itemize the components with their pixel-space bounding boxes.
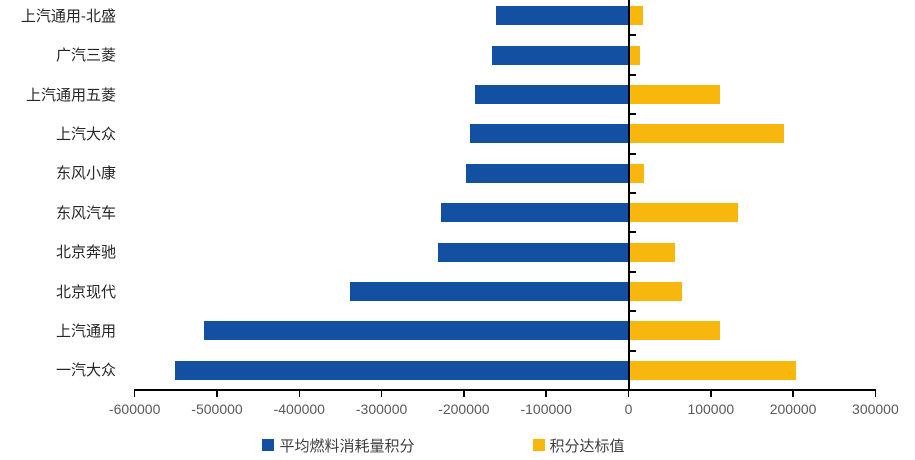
zero-axis-line — [627, 0, 630, 390]
value-axis-tick — [627, 391, 630, 397]
category-tick — [629, 113, 636, 116]
value-axis-tick — [874, 391, 877, 397]
category-tick — [629, 310, 636, 313]
legend-label: 平均燃料消耗量积分 — [279, 436, 415, 455]
category-label: 北京现代 — [55, 282, 116, 301]
category-tick — [629, 192, 636, 194]
category-tick — [629, 231, 636, 234]
value-axis-tick-label: -200000 — [438, 401, 490, 417]
value-axis-tick-label: -300000 — [355, 401, 408, 417]
category-tick — [629, 34, 636, 37]
bar-avg-fuel-credit — [350, 282, 629, 301]
value-axis-tick-label: 200000 — [769, 401, 817, 417]
value-axis-tick-label: -600000 — [108, 401, 161, 417]
legend-label: 积分达标值 — [549, 436, 625, 455]
bar-avg-fuel-credit — [437, 242, 629, 262]
value-axis-tick — [792, 391, 794, 397]
bar-avg-fuel-credit — [495, 6, 629, 26]
category-label: 东风小康 — [55, 164, 116, 183]
value-axis-tick-label: 0 — [624, 401, 633, 417]
bar-credit-target — [628, 45, 641, 65]
bar-credit-target — [628, 85, 720, 104]
category-tick — [629, 152, 636, 155]
value-axis-tick-label: 300000 — [852, 401, 899, 417]
legend-swatch-yellow — [532, 439, 545, 451]
value-axis-tick — [710, 391, 712, 397]
bar-avg-fuel-credit — [175, 360, 629, 380]
value-axis-tick — [545, 391, 547, 397]
category-tick — [629, 349, 636, 352]
bar-credit-target — [628, 124, 785, 144]
bar-avg-fuel-credit — [474, 85, 629, 104]
legend: 平均燃料消耗量积分 积分达标值 — [0, 433, 901, 457]
value-axis-tick — [463, 391, 465, 397]
legend-item-credit-target: 积分达标值 — [532, 435, 625, 456]
value-axis-tick-label: -400000 — [273, 401, 325, 417]
plot-area: 上汽通用-北盛广汽三菱上汽通用五菱上汽大众东风小康东风汽车北京奔驰北京现代上汽通… — [20, 0, 899, 417]
bar-avg-fuel-credit — [466, 163, 629, 183]
bar-credit-target — [628, 203, 738, 223]
category-label: 广汽三菱 — [55, 46, 116, 65]
value-axis-tick-label: -500000 — [191, 401, 243, 417]
bar-avg-fuel-credit — [469, 124, 629, 144]
bar-credit-target — [628, 242, 676, 262]
bar-credit-target — [628, 360, 796, 380]
bar-avg-fuel-credit — [491, 45, 629, 65]
category-label: 上汽通用 — [55, 321, 116, 340]
value-axis-tick — [133, 391, 136, 397]
value-axis-tick-label: -100000 — [520, 401, 572, 417]
category-label: 北京奔驰 — [55, 243, 116, 262]
legend-item-avg-fuel-credit: 平均燃料消耗量积分 — [262, 435, 415, 456]
bar-credit-target — [628, 163, 645, 183]
value-axis-tick — [298, 391, 301, 397]
value-axis-line — [134, 389, 877, 391]
bar-credit-target — [628, 6, 644, 26]
value-axis-tick — [380, 391, 383, 397]
category-label: 上汽大众 — [55, 124, 116, 143]
category-label: 一汽大众 — [55, 361, 116, 380]
bar-avg-fuel-credit — [440, 203, 629, 223]
value-axis-tick — [216, 391, 218, 397]
category-tick — [629, 73, 636, 76]
value-axis-tick-label: 100000 — [687, 401, 735, 417]
bar-avg-fuel-credit — [203, 321, 629, 341]
category-tick — [629, 270, 636, 273]
category-label: 上汽通用五菱 — [25, 85, 116, 104]
bar-credit-target — [628, 282, 682, 301]
legend-swatch-blue — [262, 439, 275, 451]
category-label: 东风汽车 — [55, 203, 116, 222]
category-label: 上汽通用-北盛 — [20, 6, 116, 25]
bar-credit-target — [628, 321, 720, 341]
